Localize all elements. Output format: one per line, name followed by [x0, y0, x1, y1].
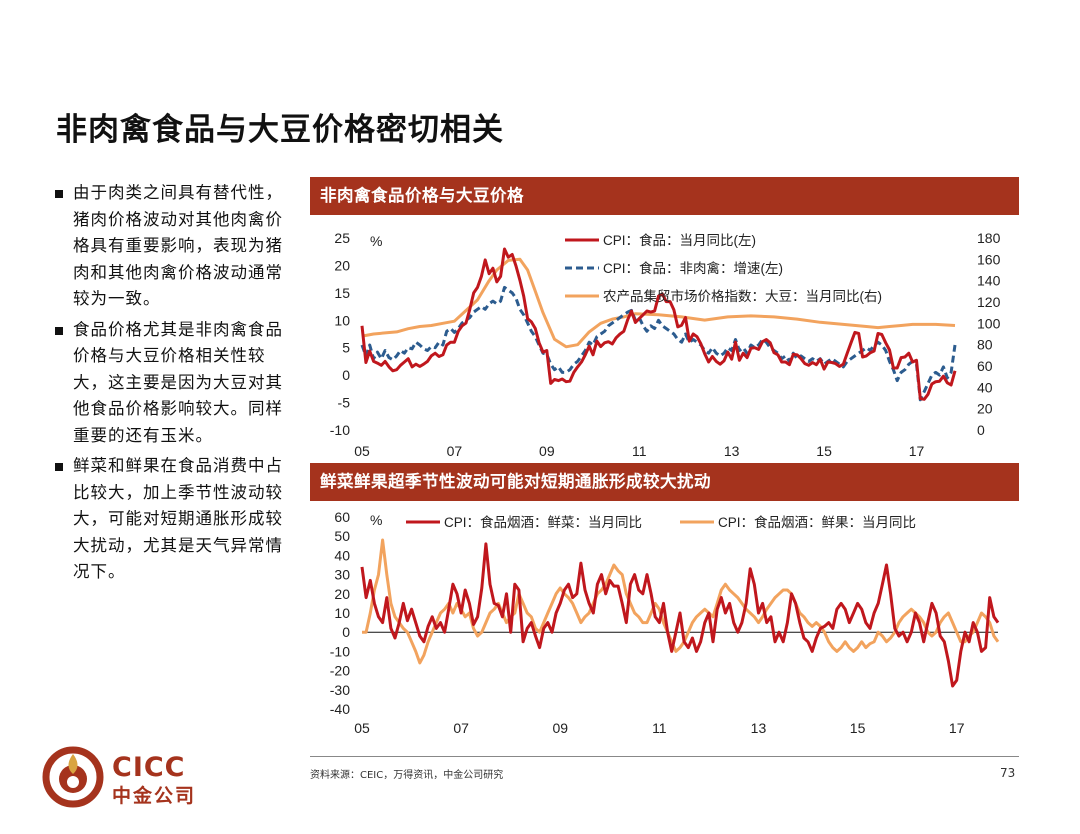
legend-label: CPI：食品烟酒：鲜果：当月同比: [718, 514, 916, 530]
y-tick-label-right: 20: [977, 401, 993, 417]
x-tick-label: 15: [816, 443, 832, 459]
page-title: 非肉禽食品与大豆价格密切相关: [56, 112, 504, 148]
legend-label: CPI：食品：非肉禽：增速(左): [603, 260, 783, 276]
x-tick-label: 07: [453, 720, 469, 736]
legend-label: CPI：食品：当月同比(左): [603, 232, 756, 248]
bullet-square-icon: [55, 463, 63, 471]
chart2-plot: 60 50 40 30 20 10 0 -10 -20 -30 -40% 05 07 09 11 13 15 17…: [330, 509, 1000, 736]
y-tick-label-left: 10: [334, 312, 350, 328]
x-tick-label: 13: [724, 443, 740, 459]
bullet-text: 鲜菜和鲜果在食品消费中占比较大，加上季节性波动较大，可能对短期通胀形成较大扰动，…: [73, 456, 283, 581]
bullet-square-icon: [55, 326, 63, 335]
y-tick-label-left: -10: [330, 643, 350, 659]
x-tick-label: 13: [751, 720, 767, 736]
y-tick-label-right: 40: [977, 379, 993, 395]
y-tick-label-left: -20: [330, 663, 350, 679]
bullet-square-icon: [55, 190, 63, 198]
y-tick-label-right: 140: [977, 273, 1001, 289]
series-line: [360, 247, 957, 401]
x-tick-label: 11: [632, 443, 647, 459]
x-tick-label: 07: [447, 443, 463, 459]
y-tick-label-left: -40: [330, 701, 350, 717]
y-tick-label-left: 15: [334, 285, 350, 301]
y-tick-label-left: 20: [334, 257, 350, 273]
x-tick-label: 17: [949, 720, 965, 736]
y-tick-label-left: 50: [334, 528, 350, 544]
y-tick-label-right: 80: [977, 337, 993, 353]
x-tick-label: 11: [652, 720, 667, 736]
y-tick-label-right: 100: [977, 315, 1001, 331]
logo-text-cn: 中金公司: [112, 785, 197, 807]
y-tick-label-left: -5: [338, 395, 351, 411]
y-tick-label-left: 5: [342, 340, 350, 356]
y-tick-label-right: 60: [977, 358, 993, 374]
y-tick-label-left: 40: [334, 547, 350, 563]
bullet-text: 食品价格尤其是非肉禽食品价格与大豆价格相关性较大，这主要是因为大豆对其他食品价格…: [73, 319, 283, 445]
series-line: [362, 538, 1000, 665]
cicc-logo-icon: [42, 746, 104, 808]
y-tick-label-right: 120: [977, 294, 1001, 310]
chart1-plot: 25 20 15 10 5 0 -5 -10 180 160 140 120 100 80 60 40 20 0%…: [330, 230, 1001, 459]
y-tick-label-left: -10: [330, 422, 350, 438]
series-line: [361, 257, 956, 349]
y-tick-label-left: 0: [342, 624, 350, 640]
y-tick-label-left: 10: [334, 605, 350, 621]
bullet-item: 鲜菜和鲜果在食品消费中占比较大，加上季节性波动较大，可能对短期通胀形成较大扰动，…: [54, 453, 294, 586]
y-tick-label-right: 180: [977, 230, 1001, 246]
x-tick-label: 09: [552, 720, 568, 736]
series-line: [360, 285, 957, 402]
y-tick-label-left: 20: [334, 586, 350, 602]
y-tick-label-left: 0: [342, 367, 350, 383]
series-line: [360, 542, 1000, 688]
bullet-text: 由于肉类之间具有替代性，猪肉价格波动对其他肉禽价格具有重要影响，表现为猪肉和其他…: [73, 183, 283, 308]
x-tick-label: 05: [354, 720, 370, 736]
y-tick-label-left: 30: [334, 567, 350, 583]
page-number: 73: [1000, 766, 1016, 780]
bullet-list: 由于肉类之间具有替代性，猪肉价格波动对其他肉禽价格具有重要影响，表现为猪肉和其他…: [54, 180, 294, 590]
y-tick-label-left: -30: [330, 682, 350, 698]
legend-label: 农产品集贸市场价格指数：大豆：当月同比(右): [603, 288, 882, 304]
logo-text-en: CICC: [112, 752, 186, 783]
y-tick-label-left: 25: [334, 230, 350, 246]
x-tick-label: 09: [539, 443, 555, 459]
chart2-title-bar: 鲜菜鲜果超季节性波动可能对短期通胀形成较大扰动: [310, 463, 1019, 501]
x-tick-label: 15: [850, 720, 866, 736]
source-divider: [310, 756, 1019, 757]
source-note: 资料来源：CEIC，万得资讯，中金公司研究: [310, 770, 504, 781]
x-tick-label: 05: [354, 443, 370, 459]
y-unit-label: %: [370, 512, 382, 528]
legend-label: CPI：食品烟酒：鲜菜：当月同比: [444, 514, 642, 530]
y-tick-label-right: 160: [977, 251, 1001, 267]
chart1-title-bar: 非肉禽食品价格与大豆价格: [310, 177, 1019, 215]
y-tick-label-left: 60: [334, 509, 350, 525]
y-tick-label-right: 0: [977, 422, 985, 438]
bullet-item: 食品价格尤其是非肉禽食品价格与大豆价格相关性较大，这主要是因为大豆对其他食品价格…: [54, 317, 294, 450]
bullet-item: 由于肉类之间具有替代性，猪肉价格波动对其他肉禽价格具有重要影响，表现为猪肉和其他…: [54, 180, 294, 313]
x-tick-label: 17: [909, 443, 925, 459]
y-unit-label: %: [370, 233, 382, 249]
